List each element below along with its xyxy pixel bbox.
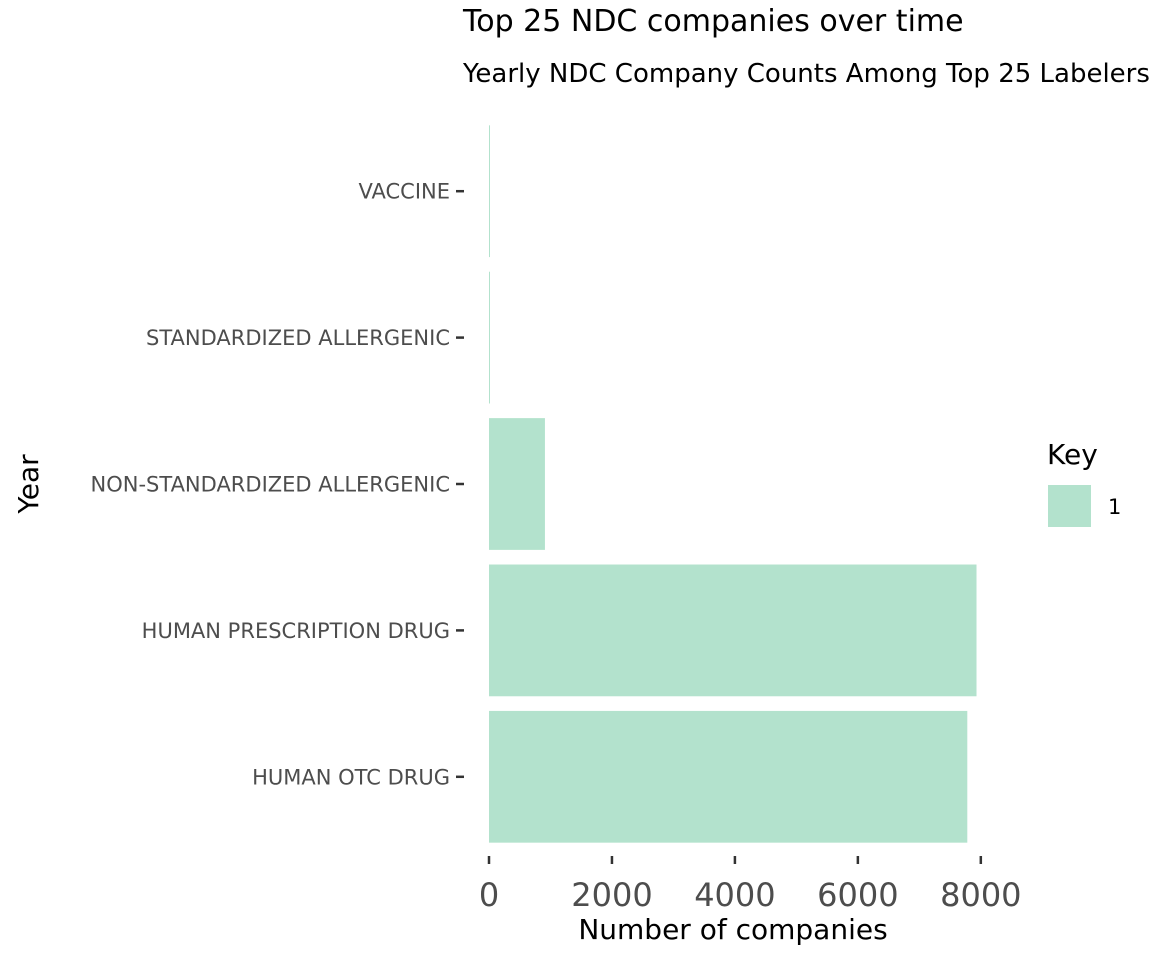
y-tick-label: HUMAN OTC DRUG — [252, 765, 450, 789]
bar-human-prescription-drug — [489, 564, 977, 697]
chart-subtitle: Yearly NDC Company Counts Among Top 25 L… — [462, 59, 1150, 89]
legend: Key 1 — [1047, 438, 1121, 527]
legend-title: Key — [1047, 438, 1098, 471]
x-tick-label: 4000 — [694, 876, 775, 914]
y-tick-label: NON-STANDARDIZED ALLERGENIC — [91, 473, 450, 497]
x-tick-label: 6000 — [817, 876, 898, 914]
x-tick-label: 8000 — [940, 876, 1021, 914]
x-tick-label: 0 — [479, 876, 499, 914]
bar-human-otc-drug — [489, 710, 968, 843]
bars — [489, 125, 977, 843]
legend-swatch — [1048, 485, 1091, 527]
y-axis-label: Year — [12, 454, 45, 515]
y-tick-label: STANDARDIZED ALLERGENIC — [146, 326, 450, 350]
x-axis: 0 2000 4000 6000 8000 — [479, 856, 1022, 914]
bar-vaccine — [489, 125, 490, 258]
y-tick-label: VACCINE — [358, 180, 450, 204]
x-tick-label: 2000 — [571, 876, 652, 914]
bar-non-standardized-allergenic — [489, 418, 545, 550]
y-tick-label: HUMAN PRESCRIPTION DRUG — [142, 619, 450, 643]
y-axis: HUMAN OTC DRUG HUMAN PRESCRIPTION DRUG NON… — [91, 180, 464, 789]
bar-standardized-allergenic — [489, 271, 490, 404]
x-axis-label: Number of companies — [578, 913, 887, 946]
chart-title: Top 25 NDC companies over time — [462, 4, 964, 39]
legend-label: 1 — [1108, 495, 1121, 519]
